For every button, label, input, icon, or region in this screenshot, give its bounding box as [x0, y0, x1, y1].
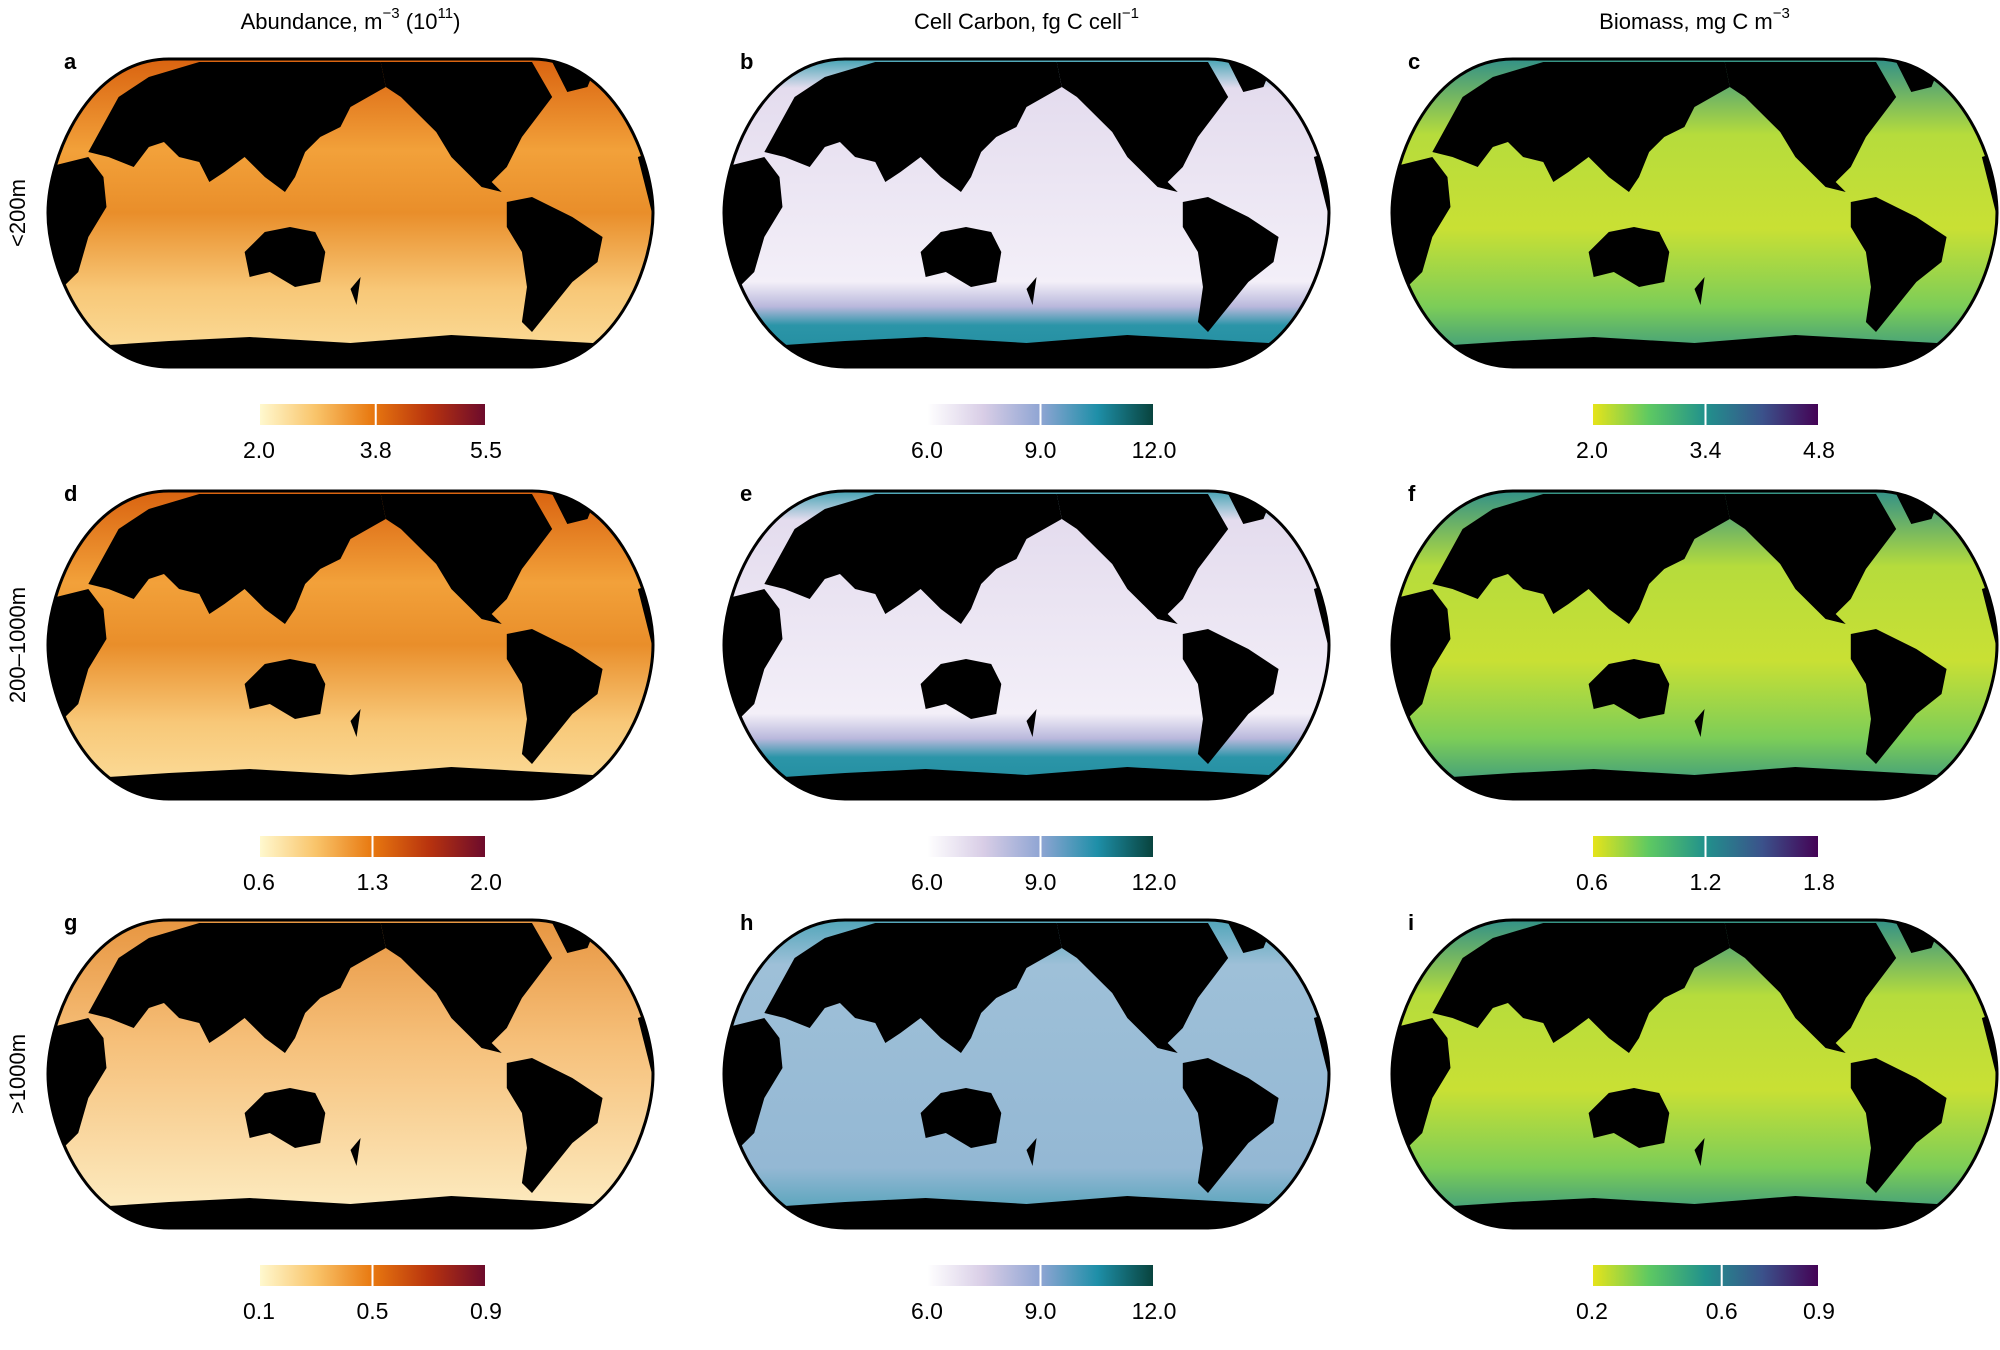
title-text: Abundance, m [241, 9, 383, 34]
colorbar-tick-label: 2.0 [1576, 437, 1608, 463]
map-body [1392, 59, 1997, 367]
colorbar-tick-label: 9.0 [1025, 437, 1057, 463]
colorbar-tick-label: 4.8 [1803, 437, 1835, 463]
column-title: Abundance, m−3 (1011) [241, 5, 461, 33]
colorbar-tick-label: 1.8 [1803, 869, 1835, 895]
colorbar [1592, 1265, 1819, 1286]
map [1390, 489, 1999, 801]
colorbar-tick-label: 0.6 [1576, 869, 1608, 895]
colorbar-tick-label: 3.8 [360, 437, 392, 463]
row-label: 200–1000m [5, 587, 30, 703]
colorbar-tick-label: 1.3 [357, 869, 389, 895]
map-body [48, 491, 653, 799]
superscript: −1 [1122, 5, 1139, 22]
map [722, 918, 1331, 1230]
map-body [724, 59, 1329, 367]
map [46, 918, 655, 1230]
panel-letter: d [64, 481, 77, 506]
colorbar-tick-label: 12.0 [1132, 437, 1177, 463]
colorbar-tick-label: 0.2 [1576, 1298, 1608, 1324]
superscript: 11 [438, 5, 454, 22]
map-body [1392, 491, 1997, 799]
panel-letter: a [64, 49, 77, 74]
map [46, 489, 655, 801]
panel-letter: i [1408, 910, 1414, 935]
title-text: Biomass, mg C m [1599, 9, 1773, 34]
title-text: Cell Carbon, fg C cell [914, 9, 1122, 34]
colorbar-tick-label: 0.6 [1706, 1298, 1738, 1324]
map-body [724, 920, 1329, 1228]
title-text: (10 [400, 9, 438, 34]
colorbar-tick-label: 0.9 [1803, 1298, 1835, 1324]
column-title: Biomass, mg C m−3 [1599, 5, 1790, 33]
map-body [48, 920, 653, 1228]
colorbar-tick-label: 6.0 [911, 869, 943, 895]
panel-letter: h [740, 910, 753, 935]
colorbar-tick-label: 12.0 [1132, 1298, 1177, 1324]
colorbar-tick-label: 6.0 [911, 1298, 943, 1324]
map [1390, 918, 1999, 1230]
colorbar-tick-label: 12.0 [1132, 869, 1177, 895]
map-body [48, 59, 653, 367]
colorbar-tick-label: 3.4 [1690, 437, 1722, 463]
map [722, 489, 1331, 801]
colorbar [259, 404, 486, 425]
column-title: Cell Carbon, fg C cell−1 [914, 5, 1139, 33]
superscript: −3 [382, 5, 399, 22]
panel-letter: g [64, 910, 77, 935]
colorbar-tick-label: 0.5 [357, 1298, 389, 1324]
title-text: ) [453, 9, 460, 34]
colorbar-tick-label: 9.0 [1025, 869, 1057, 895]
map [722, 57, 1331, 369]
colorbar-tick-label: 0.1 [243, 1298, 275, 1324]
colorbar-tick-label: 0.6 [243, 869, 275, 895]
map [1390, 57, 1999, 369]
colorbar-tick-label: 2.0 [243, 437, 275, 463]
map-body [1392, 920, 1997, 1228]
panel-letter: b [740, 49, 753, 74]
row-label: >1000m [5, 1034, 30, 1114]
map-body [724, 491, 1329, 799]
superscript: −3 [1773, 5, 1790, 22]
panel-letter: c [1408, 49, 1420, 74]
panel-letter: f [1408, 481, 1416, 506]
panel-letter: e [740, 481, 752, 506]
colorbar-tick-label: 9.0 [1025, 1298, 1057, 1324]
colorbar-tick-label: 1.2 [1690, 869, 1722, 895]
colorbar-tick-label: 5.5 [470, 437, 502, 463]
colorbar-tick-label: 0.9 [470, 1298, 502, 1324]
row-label: <200m [5, 179, 30, 247]
map [46, 57, 655, 369]
colorbar-tick-label: 2.0 [470, 869, 502, 895]
colorbar-tick-label: 6.0 [911, 437, 943, 463]
